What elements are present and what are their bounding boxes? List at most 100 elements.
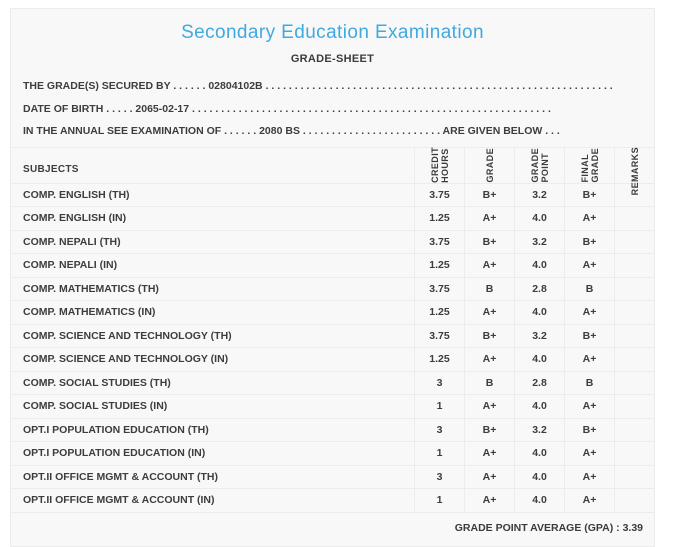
cell-remarks bbox=[614, 348, 654, 371]
cell-final-grade: A+ bbox=[564, 207, 614, 230]
cell-grade: A+ bbox=[464, 489, 514, 512]
cell-final-grade: A+ bbox=[564, 348, 614, 371]
cell-grade-point: 4.0 bbox=[514, 442, 564, 465]
grade-sheet-card: Secondary Education Examination GRADE-SH… bbox=[10, 8, 655, 547]
cell-subject: COMP. NEPALI (IN) bbox=[23, 259, 118, 272]
cell-grade-point: 4.0 bbox=[514, 465, 564, 488]
cell-subject: COMP. NEPALI (TH) bbox=[23, 235, 121, 248]
cell-grade: A+ bbox=[464, 442, 514, 465]
cell-subject: COMP. SCIENCE AND TECHNOLOGY (IN) bbox=[23, 353, 229, 366]
table-row: OPT.I POPULATION EDUCATION (TH) 3 B+ 3.2 B+ bbox=[11, 418, 654, 442]
grade-table-body: COMP. ENGLISH (TH) 3.75 B+ 3.2 B+ COMP. ENGLI… bbox=[11, 183, 654, 513]
grade-table: SUBJECTS CREDIT HOURS GRADE GRADE POINT … bbox=[11, 146, 654, 534]
cell-remarks bbox=[614, 277, 654, 300]
cell-final-grade: B+ bbox=[564, 183, 614, 206]
cell-credit-hours: 3.75 bbox=[414, 183, 464, 206]
cell-grade-point: 4.0 bbox=[514, 395, 564, 418]
gpa-summary: GRADE POINT AVERAGE (GPA) : 3.39 bbox=[11, 522, 654, 534]
info-label: IN THE ANNUAL SEE EXAMINATION OF bbox=[23, 125, 222, 138]
grade-table-header: SUBJECTS CREDIT HOURS GRADE GRADE POINT … bbox=[11, 146, 654, 196]
cell-remarks bbox=[614, 254, 654, 277]
table-row: COMP. ENGLISH (TH) 3.75 B+ 3.2 B+ bbox=[11, 183, 654, 207]
info-line-content: DATE OF BIRTH . . . . . 2065-02-17 . . .… bbox=[23, 103, 640, 115]
cell-credit-hours: 1.25 bbox=[414, 207, 464, 230]
info-line-content: THE GRADE(S) SECURED BY . . . . . . 0280… bbox=[23, 80, 640, 92]
cell-grade: B bbox=[464, 371, 514, 394]
cell-grade: A+ bbox=[464, 254, 514, 277]
cell-credit-hours: 1 bbox=[414, 489, 464, 512]
cell-grade-point: 4.0 bbox=[514, 301, 564, 324]
column-header-grade: GRADE bbox=[464, 147, 514, 183]
dotted-leader: . . . . . . . . . . . . . . . . . . . . … bbox=[189, 102, 551, 115]
cell-subject: COMP. MATHEMATICS (TH) bbox=[23, 282, 159, 295]
cell-remarks bbox=[614, 324, 654, 347]
cell-credit-hours: 3 bbox=[414, 418, 464, 441]
table-row: COMP. ENGLISH (IN) 1.25 A+ 4.0 A+ bbox=[11, 207, 654, 231]
cell-remarks bbox=[614, 183, 654, 206]
cell-subject: COMP. ENGLISH (TH) bbox=[23, 188, 130, 201]
dotted-leader: . . . . . . . . . . . . . . . . . . . . … bbox=[299, 125, 440, 138]
cell-final-grade: B+ bbox=[564, 324, 614, 347]
cell-final-grade: B+ bbox=[564, 230, 614, 253]
cell-credit-hours: 3 bbox=[414, 465, 464, 488]
cell-remarks bbox=[614, 301, 654, 324]
cell-credit-hours: 3.75 bbox=[414, 277, 464, 300]
cell-grade: B+ bbox=[464, 183, 514, 206]
cell-final-grade: A+ bbox=[564, 465, 614, 488]
cell-remarks bbox=[614, 230, 654, 253]
cell-subject: COMP. ENGLISH (IN) bbox=[23, 212, 127, 225]
table-row: COMP. NEPALI (TH) 3.75 B+ 3.2 B+ bbox=[11, 230, 654, 254]
table-row: COMP. MATHEMATICS (TH) 3.75 B 2.8 B bbox=[11, 277, 654, 301]
cell-grade-point: 4.0 bbox=[514, 207, 564, 230]
cell-grade-point: 4.0 bbox=[514, 489, 564, 512]
table-row: OPT.I POPULATION EDUCATION (IN) 1 A+ 4.0 A+ bbox=[11, 442, 654, 466]
column-header-subjects: SUBJECTS bbox=[23, 163, 79, 175]
dotted-leader: . . . bbox=[542, 125, 560, 138]
date-of-birth-value: 2065-02-17 bbox=[135, 102, 190, 115]
student-info-line-date-of-birth: DATE OF BIRTH . . . . . 2065-02-17 . . .… bbox=[11, 98, 654, 121]
cell-remarks bbox=[614, 207, 654, 230]
cell-grade-point: 3.2 bbox=[514, 418, 564, 441]
table-row: COMP. SOCIAL STUDIES (IN) 1 A+ 4.0 A+ bbox=[11, 395, 654, 419]
cell-subject: COMP. SOCIAL STUDIES (TH) bbox=[23, 376, 171, 389]
cell-final-grade: B bbox=[564, 371, 614, 394]
cell-grade: A+ bbox=[464, 465, 514, 488]
cell-credit-hours: 1.25 bbox=[414, 254, 464, 277]
cell-subject: OPT.II OFFICE MGMT & ACCOUNT (TH) bbox=[23, 470, 219, 483]
cell-grade-point: 3.2 bbox=[514, 230, 564, 253]
cell-final-grade: A+ bbox=[564, 395, 614, 418]
dotted-leader: . . . . . . . . . . . . . . . . . . . . … bbox=[262, 80, 613, 93]
cell-credit-hours: 3 bbox=[414, 371, 464, 394]
cell-grade: A+ bbox=[464, 301, 514, 324]
info-suffix: ARE GIVEN BELOW bbox=[440, 125, 543, 138]
cell-grade: B+ bbox=[464, 230, 514, 253]
cell-credit-hours: 1.25 bbox=[414, 301, 464, 324]
table-row: COMP. NEPALI (IN) 1.25 A+ 4.0 A+ bbox=[11, 254, 654, 278]
examination-year-value: 2080 BS bbox=[259, 125, 300, 138]
column-header-remarks: REMARKS bbox=[614, 147, 654, 196]
cell-subject: OPT.I POPULATION EDUCATION (IN) bbox=[23, 447, 206, 460]
dotted-leader: . . . . . . bbox=[170, 80, 209, 93]
cell-subject: COMP. SOCIAL STUDIES (IN) bbox=[23, 400, 168, 413]
table-row: COMP. MATHEMATICS (IN) 1.25 A+ 4.0 A+ bbox=[11, 301, 654, 325]
cell-grade-point: 3.2 bbox=[514, 324, 564, 347]
info-label: THE GRADE(S) SECURED BY bbox=[23, 80, 171, 93]
cell-subject: COMP. MATHEMATICS (IN) bbox=[23, 306, 156, 319]
symbol-number-value: 02804102B bbox=[208, 80, 263, 93]
cell-grade: A+ bbox=[464, 395, 514, 418]
cell-remarks bbox=[614, 465, 654, 488]
student-info-line-grades-secured-by: THE GRADE(S) SECURED BY . . . . . . 0280… bbox=[11, 75, 654, 98]
cell-remarks bbox=[614, 489, 654, 512]
cell-grade-point: 4.0 bbox=[514, 348, 564, 371]
cell-remarks bbox=[614, 442, 654, 465]
cell-final-grade: B bbox=[564, 277, 614, 300]
cell-credit-hours: 1 bbox=[414, 395, 464, 418]
gpa-label: GRADE POINT AVERAGE (GPA) bbox=[454, 521, 614, 534]
gpa-value: 3.39 bbox=[622, 521, 643, 534]
table-row: COMP. SCIENCE AND TECHNOLOGY (TH) 3.75 B+ 3… bbox=[11, 324, 654, 348]
cell-grade: B+ bbox=[464, 418, 514, 441]
column-header-grade-point: GRADE POINT bbox=[514, 147, 564, 183]
page-title: Secondary Education Examination bbox=[181, 22, 484, 43]
cell-final-grade: A+ bbox=[564, 254, 614, 277]
cell-grade-point: 3.2 bbox=[514, 183, 564, 206]
